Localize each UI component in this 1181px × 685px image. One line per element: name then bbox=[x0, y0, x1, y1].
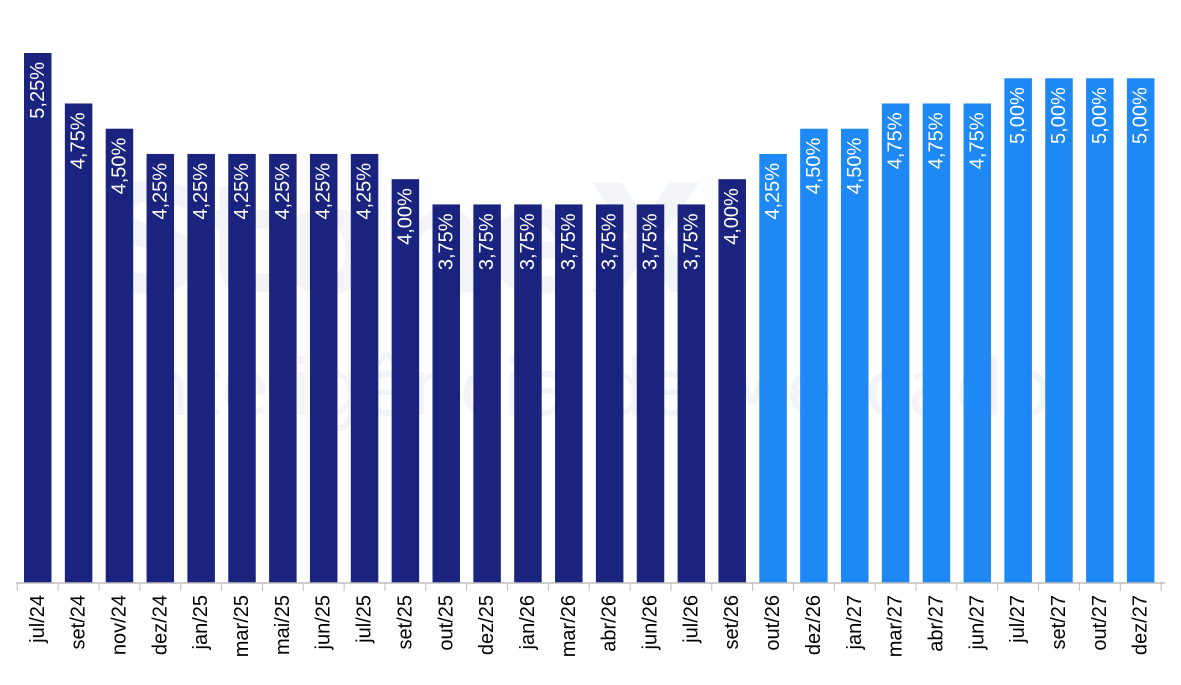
bar-jul-26 bbox=[677, 204, 706, 583]
data-label: 4,50% bbox=[803, 138, 825, 195]
x-tick-label: abr/26 bbox=[599, 595, 621, 652]
bar-mai-25 bbox=[269, 153, 297, 583]
data-label: 3,75% bbox=[476, 213, 498, 270]
data-label: 3,75% bbox=[640, 213, 662, 270]
bar-out-25 bbox=[432, 204, 460, 583]
x-tick-label: jun/26 bbox=[640, 595, 662, 651]
x-tick-label: mai/25 bbox=[272, 595, 294, 655]
bar-set-27 bbox=[1045, 78, 1073, 584]
bar-dez-27 bbox=[1126, 78, 1155, 584]
bar-jul-24 bbox=[24, 53, 52, 583]
bar-mar-27 bbox=[881, 103, 910, 583]
data-label: 5,00% bbox=[1130, 87, 1152, 144]
data-label: 3,75% bbox=[435, 213, 457, 270]
bar-out-26 bbox=[759, 153, 787, 583]
bar-dez-25 bbox=[473, 204, 501, 583]
data-label: 4,25% bbox=[313, 163, 335, 220]
bar-dez-26 bbox=[800, 128, 828, 583]
x-axis-ticks: jul/24 set/24 nov/24 dez/24 jan/25 mar/25 mai/… bbox=[16, 583, 1162, 657]
x-tick-label: mar/25 bbox=[231, 595, 253, 657]
data-label: 4,75% bbox=[966, 112, 988, 169]
data-label: 3,75% bbox=[680, 213, 702, 270]
bar-out-27 bbox=[1086, 78, 1114, 584]
x-tick-label: jul/25 bbox=[354, 595, 376, 644]
x-tick-label: jun/25 bbox=[313, 595, 335, 651]
x-tick-label: jan/26 bbox=[517, 595, 539, 651]
bar-jan-25 bbox=[187, 153, 215, 583]
x-tick-label: dez/24 bbox=[149, 595, 171, 655]
bar-set-25 bbox=[391, 179, 420, 583]
x-tick-label: set/25 bbox=[394, 595, 416, 649]
data-label: 3,75% bbox=[558, 213, 580, 270]
bars-group: 5,25% 4,75% 4,50% 4,25% 4,25% 4,25% 4,25% 4,25%… bbox=[24, 53, 1155, 584]
bar-mar-26 bbox=[555, 204, 583, 583]
bar-jan-27 bbox=[841, 128, 869, 583]
data-label: 4,25% bbox=[149, 163, 171, 220]
x-tick-label: set/27 bbox=[1048, 595, 1070, 649]
x-tick-label: set/26 bbox=[721, 595, 743, 649]
x-tick-label: out/26 bbox=[762, 595, 784, 651]
bar-jan-26 bbox=[514, 204, 542, 583]
bar-mar-25 bbox=[228, 153, 256, 583]
x-tick-label: jul/27 bbox=[1007, 595, 1029, 644]
x-tick-label: jan/25 bbox=[190, 595, 212, 651]
x-tick-label: mar/27 bbox=[885, 595, 907, 657]
x-tick-label: set/24 bbox=[68, 595, 90, 649]
data-label: 4,25% bbox=[272, 163, 294, 220]
data-label: 3,75% bbox=[599, 213, 621, 270]
watermark-subtitle-text: Inteligência de Mercado bbox=[118, 344, 1052, 434]
data-label: 5,00% bbox=[1007, 87, 1029, 144]
x-tick-label: dez/25 bbox=[476, 595, 498, 655]
data-label: 4,25% bbox=[231, 163, 253, 220]
x-tick-label: jun/27 bbox=[966, 595, 988, 651]
data-label: 5,00% bbox=[1089, 87, 1111, 144]
data-label: 4,25% bbox=[762, 163, 784, 220]
x-tick-label: jul/24 bbox=[27, 595, 49, 644]
x-tick-label: abr/27 bbox=[925, 595, 947, 652]
data-label: 4,25% bbox=[354, 163, 376, 220]
bar-abr-27 bbox=[922, 103, 951, 583]
x-tick-label: out/25 bbox=[435, 595, 457, 651]
data-label: 4,75% bbox=[885, 112, 907, 169]
data-label: 4,75% bbox=[68, 112, 90, 169]
data-label: 4,00% bbox=[721, 188, 743, 245]
data-label: 4,25% bbox=[190, 163, 212, 220]
bar-jul-25 bbox=[350, 153, 379, 583]
x-tick-label: nov/24 bbox=[108, 595, 130, 655]
bar-abr-26 bbox=[595, 204, 624, 583]
data-label: 4,75% bbox=[925, 112, 947, 169]
bar-jul-27 bbox=[1004, 78, 1032, 584]
bar-dez-24 bbox=[146, 153, 175, 583]
x-tick-label: dez/26 bbox=[803, 595, 825, 655]
bar-nov-24 bbox=[105, 128, 134, 583]
data-label: 4,50% bbox=[108, 138, 130, 195]
bar-set-24 bbox=[64, 103, 93, 583]
x-tick-label: jan/27 bbox=[844, 595, 866, 651]
bar-jun-26 bbox=[636, 204, 665, 583]
data-label: 4,50% bbox=[844, 138, 866, 195]
x-tick-label: out/27 bbox=[1089, 595, 1111, 651]
data-label: 3,75% bbox=[517, 213, 539, 270]
bar-jun-25 bbox=[309, 153, 338, 583]
data-label: 4,00% bbox=[394, 188, 416, 245]
data-label: 5,25% bbox=[27, 62, 49, 119]
bar-set-26 bbox=[718, 179, 746, 583]
x-tick-label: mar/26 bbox=[558, 595, 580, 657]
x-tick-label: dez/27 bbox=[1130, 595, 1152, 655]
x-tick-label: jul/26 bbox=[680, 595, 702, 644]
data-label: 5,00% bbox=[1048, 87, 1070, 144]
bar-jun-27 bbox=[963, 103, 992, 583]
